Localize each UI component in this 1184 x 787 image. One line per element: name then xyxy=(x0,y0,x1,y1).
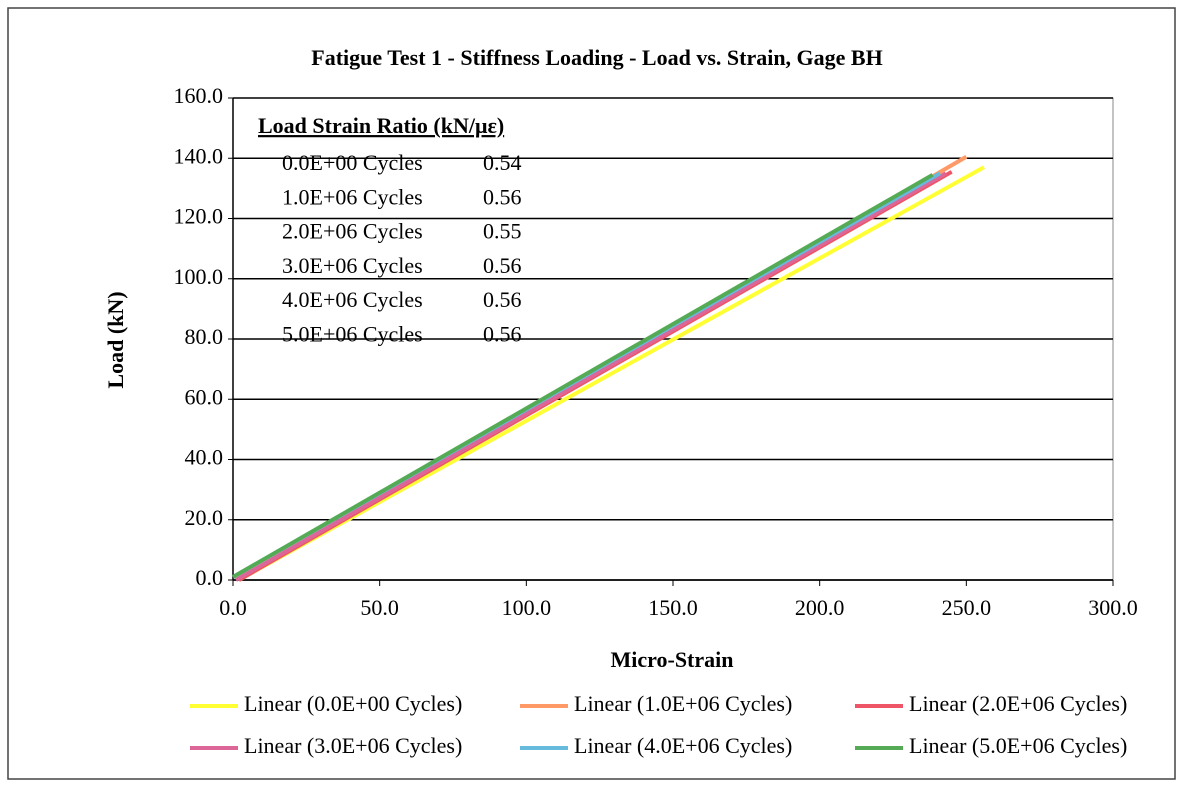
chart-title: Fatigue Test 1 - Stiffness Loading - Loa… xyxy=(311,45,882,70)
y-tick-label: 0.0 xyxy=(196,565,224,590)
x-axis-title: Micro-Strain xyxy=(610,647,733,672)
annotation-value: 0.56 xyxy=(483,287,522,312)
x-tick-label: 50.0 xyxy=(360,595,399,620)
x-tick-label: 0.0 xyxy=(219,595,247,620)
annotation-value: 0.55 xyxy=(483,219,522,244)
legend-label: Linear (4.0E+06 Cycles) xyxy=(574,733,792,758)
x-tick-label: 250.0 xyxy=(942,595,992,620)
y-tick-label: 100.0 xyxy=(174,264,224,289)
series-line xyxy=(237,165,985,582)
x-tick-label: 200.0 xyxy=(795,595,845,620)
legend-label: Linear (5.0E+06 Cycles) xyxy=(909,733,1127,758)
annotation-label: 2.0E+06 Cycles xyxy=(282,219,423,244)
y-tick-label: 40.0 xyxy=(185,445,224,470)
annotation-label: 0.0E+00 Cycles xyxy=(282,150,423,175)
y-axis-title: Load (kN) xyxy=(103,291,128,388)
y-tick-label: 160.0 xyxy=(174,83,224,108)
series-line xyxy=(232,173,934,579)
y-tick-label: 60.0 xyxy=(185,384,224,409)
y-tick-label: 80.0 xyxy=(185,324,224,349)
legend-label: Linear (3.0E+06 Cycles) xyxy=(244,733,462,758)
annotation-value: 0.54 xyxy=(483,150,522,175)
x-tick-label: 100.0 xyxy=(502,595,552,620)
annotation-label: 5.0E+06 Cycles xyxy=(282,322,423,347)
y-tick-label: 120.0 xyxy=(174,204,224,229)
annotation-value: 0.56 xyxy=(483,322,522,347)
annotation-value: 0.56 xyxy=(483,253,522,278)
y-tick-label: 20.0 xyxy=(185,505,224,530)
legend-label: Linear (1.0E+06 Cycles) xyxy=(574,691,792,716)
legend-label: Linear (2.0E+06 Cycles) xyxy=(909,691,1127,716)
annotation-value: 0.56 xyxy=(483,184,522,209)
annotation-label: 1.0E+06 Cycles xyxy=(282,184,423,209)
y-tick-label: 140.0 xyxy=(174,143,224,168)
x-tick-label: 150.0 xyxy=(648,595,698,620)
x-tick-label: 300.0 xyxy=(1088,595,1138,620)
series-line xyxy=(234,171,947,582)
annotation-label: 4.0E+06 Cycles xyxy=(282,287,423,312)
legend-label: Linear (0.0E+00 Cycles) xyxy=(244,691,462,716)
annotation-title: Load Strain Ratio (kN/με) xyxy=(258,113,504,138)
annotation-label: 3.0E+06 Cycles xyxy=(282,253,423,278)
